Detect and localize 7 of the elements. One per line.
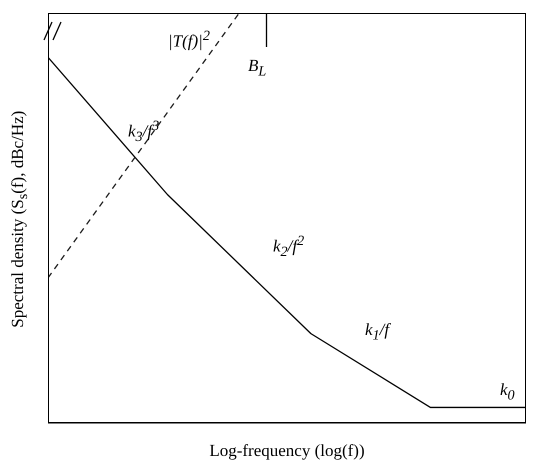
annotation: k$_{0}$ [500, 380, 515, 404]
annotation: k$_{3}$/f$^{3}$ [128, 118, 160, 146]
annotation: |T(f)|$^{2}$ [168, 28, 210, 52]
x-axis-title: Log-frequency (log(f)) [208, 441, 366, 461]
annotation: k$_{2}$/f$^{2}$ [273, 233, 304, 262]
annotation: k$_{1}$/f [365, 320, 390, 344]
annotation: B$_{L}$ [248, 56, 266, 80]
